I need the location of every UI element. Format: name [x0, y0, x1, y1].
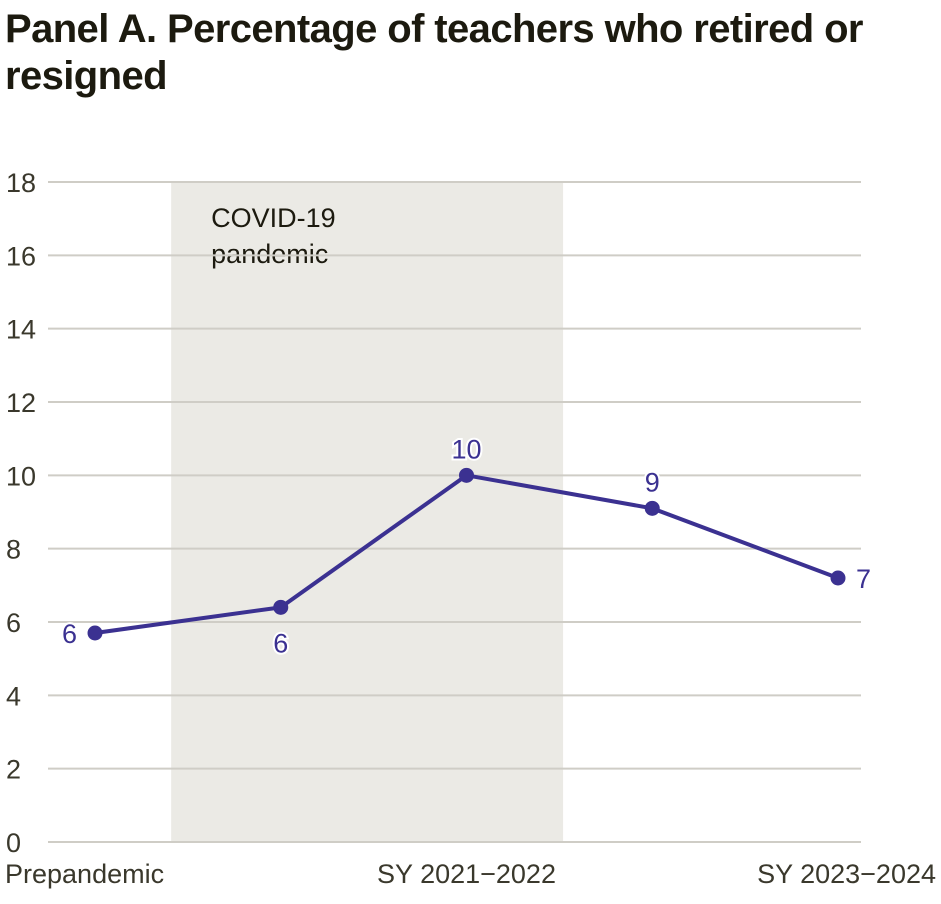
- data-label: 10: [451, 434, 481, 464]
- y-tick-label: 0: [6, 828, 21, 858]
- data-point: [87, 625, 103, 641]
- data-label: 6: [62, 619, 77, 649]
- y-axis-ticks: 0 2 4 6 8 10 12 14 16 18: [6, 168, 36, 858]
- y-tick-label: 16: [6, 241, 36, 271]
- series-layer: [87, 467, 846, 641]
- data-point: [459, 467, 474, 483]
- data-point: [830, 570, 846, 586]
- y-tick-label: 6: [6, 608, 21, 638]
- chart-title: Panel A. Percentage of teachers who reti…: [5, 7, 863, 98]
- data-label: 7: [856, 564, 871, 594]
- x-axis-ticks: Prepandemic SY 2021−2022 SY 2023−2024: [5, 859, 936, 889]
- shade-layer: COVID-19 pandemic: [171, 182, 564, 842]
- data-point: [644, 500, 660, 516]
- grid-layer: [48, 181, 861, 843]
- data-label: 6: [273, 628, 288, 658]
- y-tick-label: 10: [6, 461, 36, 491]
- data-label-layer: 6 6 10 9 7: [60, 432, 873, 660]
- data-label: 9: [645, 467, 660, 497]
- x-tick-label: SY 2021−2022: [377, 859, 556, 889]
- covid-shaded-region: [171, 182, 564, 842]
- x-tick-label: Prepandemic: [5, 859, 164, 889]
- x-tick-label: SY 2023−2024: [757, 859, 936, 889]
- y-tick-label: 12: [6, 388, 36, 418]
- data-point: [273, 599, 289, 615]
- y-tick-label: 2: [6, 755, 21, 785]
- y-tick-label: 4: [6, 681, 21, 711]
- y-tick-label: 8: [6, 535, 21, 565]
- y-tick-label: 18: [6, 168, 36, 198]
- annotation-label: COVID-19 pandemic: [211, 203, 336, 269]
- y-tick-label: 14: [6, 315, 36, 345]
